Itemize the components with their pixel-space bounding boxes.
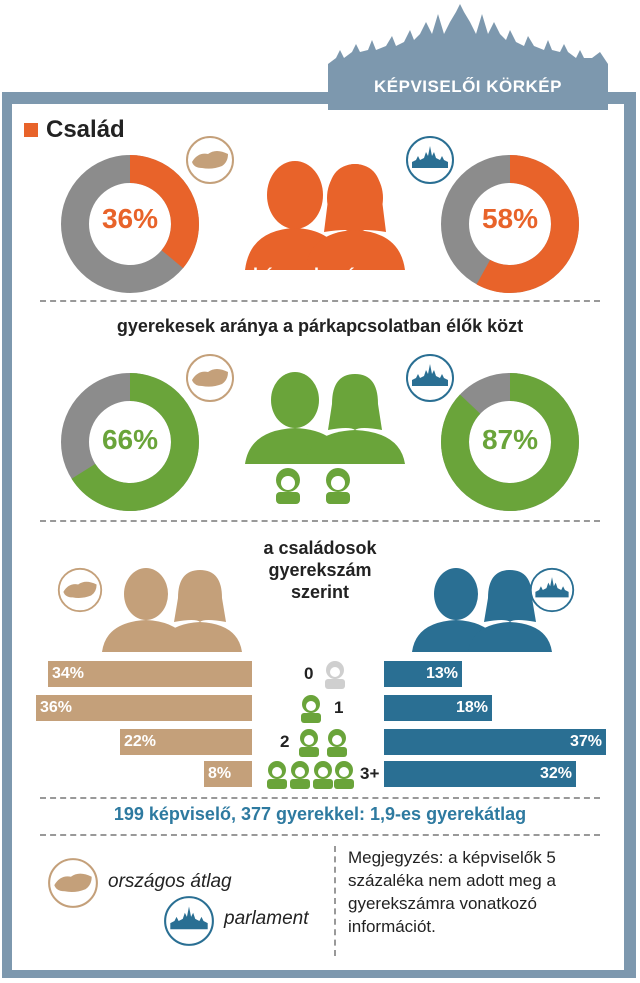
count-label-1: 1 xyxy=(334,698,344,717)
count-label-0: 0 xyxy=(304,664,314,683)
donut-children-parliament xyxy=(441,373,579,511)
bar-parliament-2: 37% xyxy=(384,729,606,755)
bar-national-2: 22% xyxy=(120,729,252,755)
kid-icons-2 xyxy=(299,729,347,757)
parliament-skyline-icon xyxy=(328,4,608,64)
kid-icon-0 xyxy=(325,661,345,689)
bar-parliament-1: 18% xyxy=(384,695,492,721)
donut-arc xyxy=(61,373,199,511)
parliament-badge-icon xyxy=(406,354,454,402)
distribution-caption-line3: szerint xyxy=(290,582,350,602)
donut-arc xyxy=(61,155,199,293)
bar-national-0: 34% xyxy=(48,661,252,687)
divider xyxy=(40,797,600,799)
count-label-3plus: 3+ xyxy=(360,764,380,783)
married-caption: házasok aránya xyxy=(252,265,388,285)
children-caption: gyerekesek aránya a párkapcsolatban élők… xyxy=(116,316,524,336)
donut-arc xyxy=(441,155,579,293)
hungary-map-icon xyxy=(186,354,234,402)
hungary-map-icon xyxy=(57,567,103,613)
kid-icon-1 xyxy=(301,695,321,723)
distribution-caption-line2: gyerekszám xyxy=(268,560,372,580)
kid-icons-3plus xyxy=(267,761,354,789)
legend-national: országos átlag xyxy=(108,871,232,892)
children-national-value: 66% xyxy=(101,424,159,455)
distribution-caption-line1: a családosok xyxy=(263,538,377,558)
couple-icon-green xyxy=(245,372,405,464)
donut-arc xyxy=(441,373,579,511)
divider xyxy=(40,834,600,836)
note-text: Megjegyzés: a képviselők 5 százaléka nem… xyxy=(348,848,556,936)
section-marker xyxy=(24,123,38,137)
note-divider xyxy=(334,846,336,956)
section-title: Család xyxy=(24,116,125,144)
divider xyxy=(40,520,600,522)
donut-children-national xyxy=(61,373,199,511)
married-national-value: 36% xyxy=(101,203,159,234)
legend-hungary-map-icon xyxy=(48,858,98,908)
legend-parliament: parlament xyxy=(224,908,309,929)
couple-icon xyxy=(245,161,405,270)
bar-parliament-0: 13% xyxy=(384,661,462,687)
donut-married-parliament xyxy=(441,155,579,293)
donut-married-national xyxy=(61,155,199,293)
parliament-badge-icon xyxy=(529,567,575,613)
summary-text: 199 képviselő, 377 gyerekkel: 1,9-es gye… xyxy=(113,804,527,824)
divider xyxy=(40,300,600,302)
header-title: KÉPVISELŐI KÖRKÉP xyxy=(328,64,608,110)
children-parliament-value: 87% xyxy=(481,424,539,455)
two-kids-icon xyxy=(276,468,350,504)
parliament-badge-icon xyxy=(406,136,454,184)
married-parliament-value: 58% xyxy=(481,203,539,234)
count-label-2: 2 xyxy=(280,732,290,751)
hungary-map-icon xyxy=(186,136,234,184)
couple-icon-blue xyxy=(412,568,552,652)
couple-icon-tan xyxy=(102,568,242,652)
bar-national-1: 36% xyxy=(36,695,252,721)
bar-parliament-3+: 32% xyxy=(384,761,576,787)
section-title-text: Család xyxy=(46,116,125,143)
legend-parliament-icon xyxy=(164,896,214,946)
bar-national-3+: 8% xyxy=(204,761,252,787)
